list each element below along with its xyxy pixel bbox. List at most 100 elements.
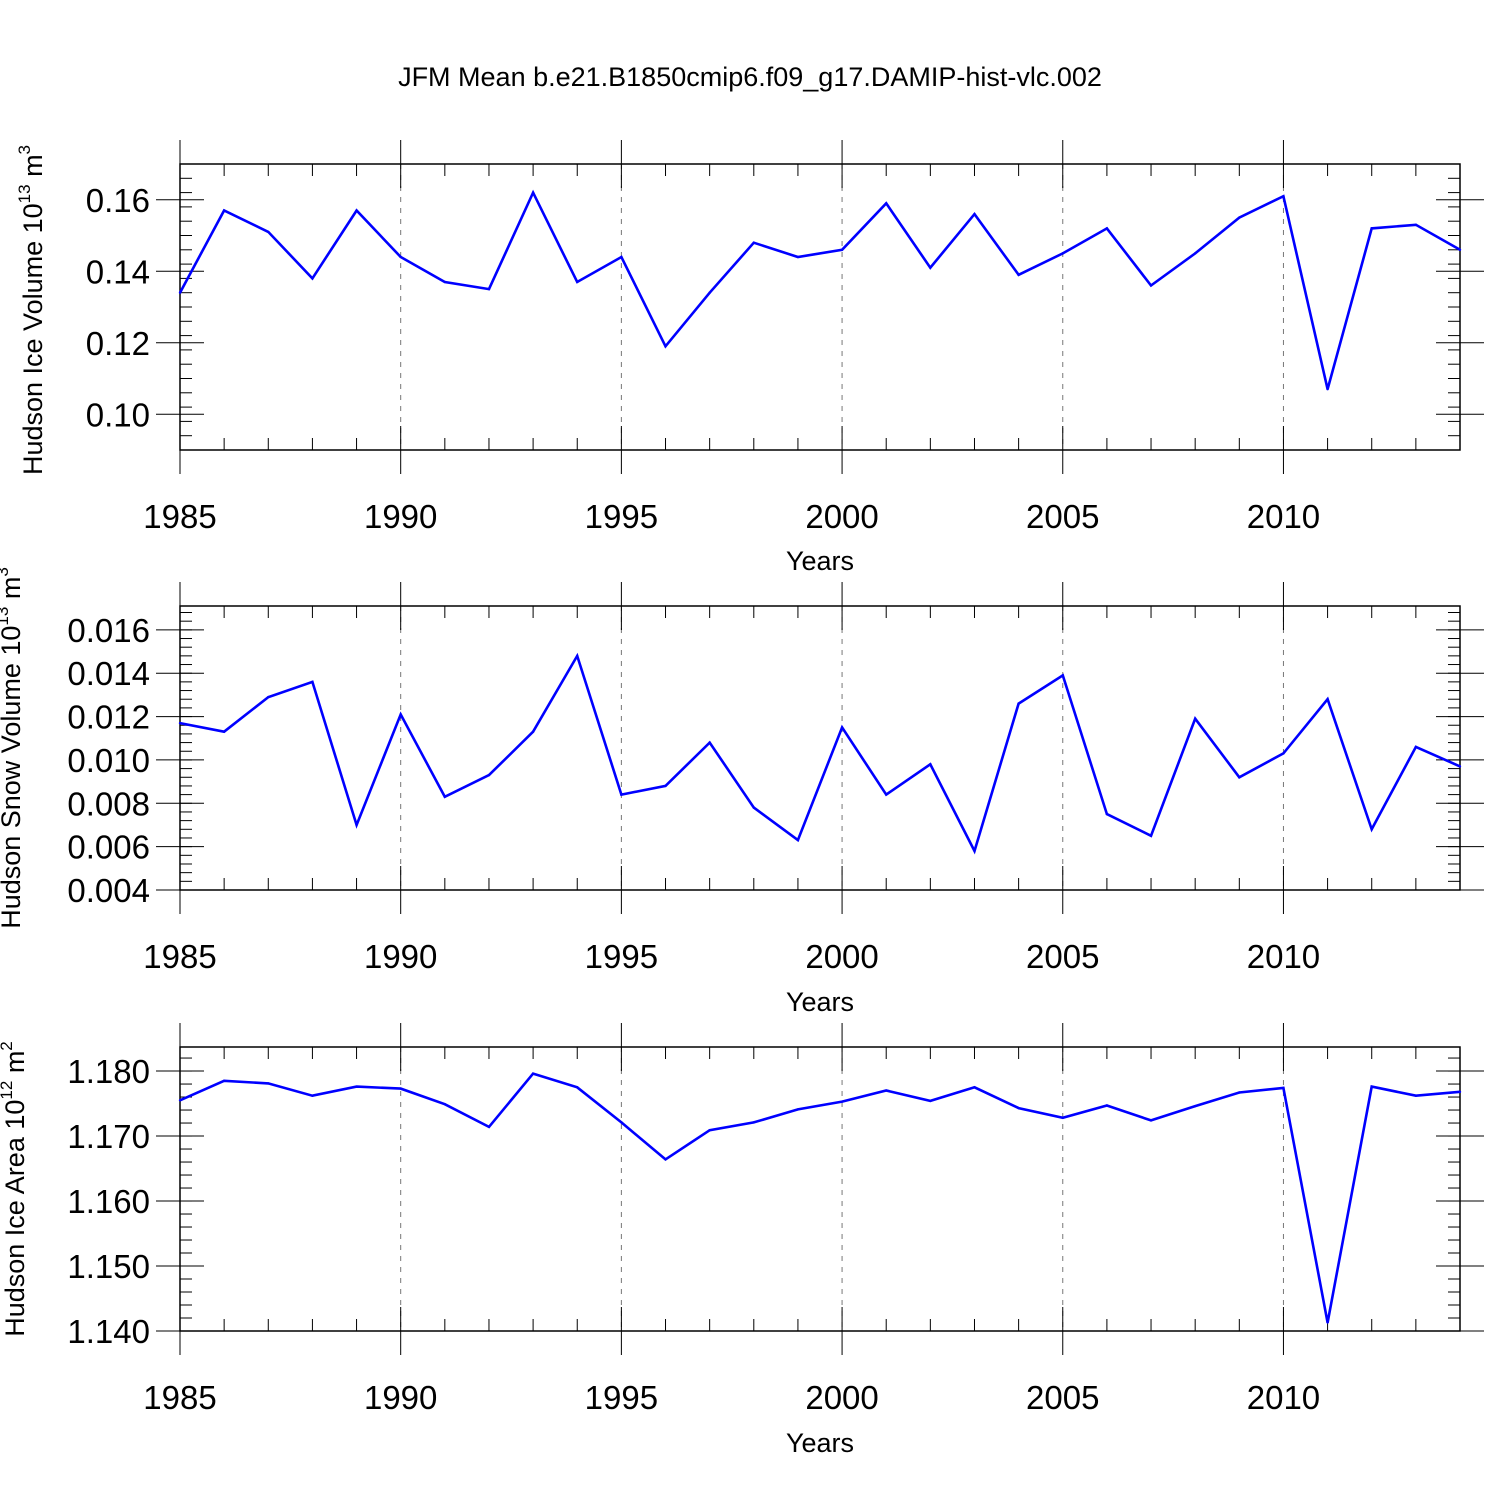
x-tick-label: 1985	[143, 938, 216, 975]
data-point	[1458, 248, 1462, 251]
x-tick-label: 2005	[1026, 498, 1099, 535]
plot-frame	[179, 605, 1461, 891]
y-tick-label: 0.12	[86, 325, 150, 362]
data-point	[620, 255, 623, 259]
y-tick-label: 1.170	[67, 1118, 150, 1155]
data-point	[1061, 252, 1064, 255]
data-point	[1105, 812, 1109, 816]
data-point	[443, 1102, 447, 1106]
data-point	[355, 823, 358, 827]
data-point	[664, 784, 667, 788]
data-point	[1282, 1086, 1285, 1090]
y-tick-label: 1.150	[67, 1248, 150, 1285]
data-point	[1370, 828, 1373, 831]
x-tick-label: 2000	[805, 498, 878, 535]
data-point	[885, 793, 888, 796]
data-point	[885, 202, 888, 205]
x-tick-label: 1985	[143, 498, 216, 535]
x-tick-label: 2010	[1247, 938, 1320, 975]
data-point	[399, 713, 402, 716]
data-point	[267, 695, 270, 699]
data-point	[1414, 1094, 1418, 1097]
y-tick-label: 0.008	[67, 785, 150, 822]
y-axis-title-part: 3	[0, 567, 12, 576]
data-point	[576, 280, 579, 284]
data-point	[929, 763, 932, 766]
y-tick-label: 1.140	[67, 1313, 150, 1350]
data-point	[1061, 1116, 1064, 1120]
x-tick-label: 2010	[1247, 1379, 1320, 1416]
data-point	[1238, 1091, 1241, 1094]
data-point	[1414, 223, 1418, 226]
data-point	[840, 726, 844, 729]
data-point	[929, 266, 932, 269]
y-tick-label: 0.010	[67, 742, 150, 779]
data-point	[1238, 776, 1241, 779]
data-point	[1017, 273, 1020, 277]
data-point	[1017, 1106, 1020, 1110]
data-point	[1105, 1104, 1109, 1107]
data-point	[664, 1158, 667, 1161]
y-tick-label: 0.012	[67, 699, 150, 736]
y-axis-title-part: m	[0, 1051, 30, 1081]
y-tick-label: 1.180	[67, 1053, 150, 1090]
data-point	[1193, 717, 1197, 720]
x-tick-label: 1990	[364, 1379, 437, 1416]
x-tick-label: 1985	[143, 1379, 216, 1416]
data-point	[1238, 216, 1241, 219]
panel-2: 1985 1990 1995 2000 2005 2010 Years 0.004 0.006 0…	[0, 567, 1484, 1017]
x-tick-label: 1990	[364, 938, 437, 975]
plot-frame	[179, 1046, 1461, 1332]
data-point	[1061, 674, 1064, 677]
y-axis-title-part: 2	[0, 1041, 16, 1050]
data-point	[487, 287, 491, 291]
data-point	[222, 1079, 226, 1082]
data-point	[222, 209, 226, 212]
series-line	[179, 652, 1461, 855]
y-tick-label: 0.016	[67, 612, 150, 649]
data-point	[355, 209, 358, 212]
data-point	[708, 1128, 711, 1132]
y-axis-title-part: 12	[0, 1081, 16, 1100]
y-tick-label: 0.004	[67, 872, 150, 909]
data-point	[1414, 745, 1418, 749]
data-point	[1370, 1085, 1373, 1088]
data-point	[796, 1108, 800, 1111]
data-point	[311, 1094, 314, 1097]
data-point	[1326, 388, 1329, 391]
data-point	[178, 721, 182, 725]
x-axis-title: Years	[786, 546, 854, 576]
data-point	[1458, 1090, 1462, 1094]
data-point	[1370, 227, 1373, 230]
data-point	[708, 741, 711, 744]
data-point	[1017, 702, 1020, 705]
data-point	[1149, 1119, 1153, 1122]
y-tick-label: 0.006	[67, 829, 150, 866]
data-point	[1149, 284, 1153, 287]
data-point	[267, 1082, 270, 1085]
x-tick-label: 1995	[585, 938, 658, 975]
data-point	[973, 212, 976, 216]
data-point	[222, 730, 226, 733]
data-point	[929, 1099, 932, 1103]
x-tick-label: 2000	[805, 938, 878, 975]
data-point	[796, 838, 800, 842]
y-axis-title: Hudson Snow Volume 1013 m3	[0, 567, 26, 929]
data-point	[443, 795, 447, 798]
data-point	[973, 1086, 976, 1089]
data-point	[1326, 1321, 1329, 1324]
data-point	[752, 241, 755, 244]
data-point	[708, 291, 711, 294]
x-tick-label: 2000	[805, 1379, 878, 1416]
x-tick-label: 1990	[364, 498, 437, 535]
y-tick-label: 0.014	[67, 655, 150, 692]
data-point	[885, 1089, 888, 1092]
data-point	[1326, 698, 1329, 701]
y-axis-title: Hudson Ice Area 1012 m2	[0, 1041, 30, 1337]
data-point	[1282, 194, 1285, 198]
data-point	[178, 291, 182, 294]
y-axis-title-part: Hudson Ice Volume 10	[18, 203, 48, 475]
x-tick-label: 1995	[585, 1379, 658, 1416]
series-line	[179, 1072, 1461, 1323]
data-point	[1193, 252, 1197, 255]
